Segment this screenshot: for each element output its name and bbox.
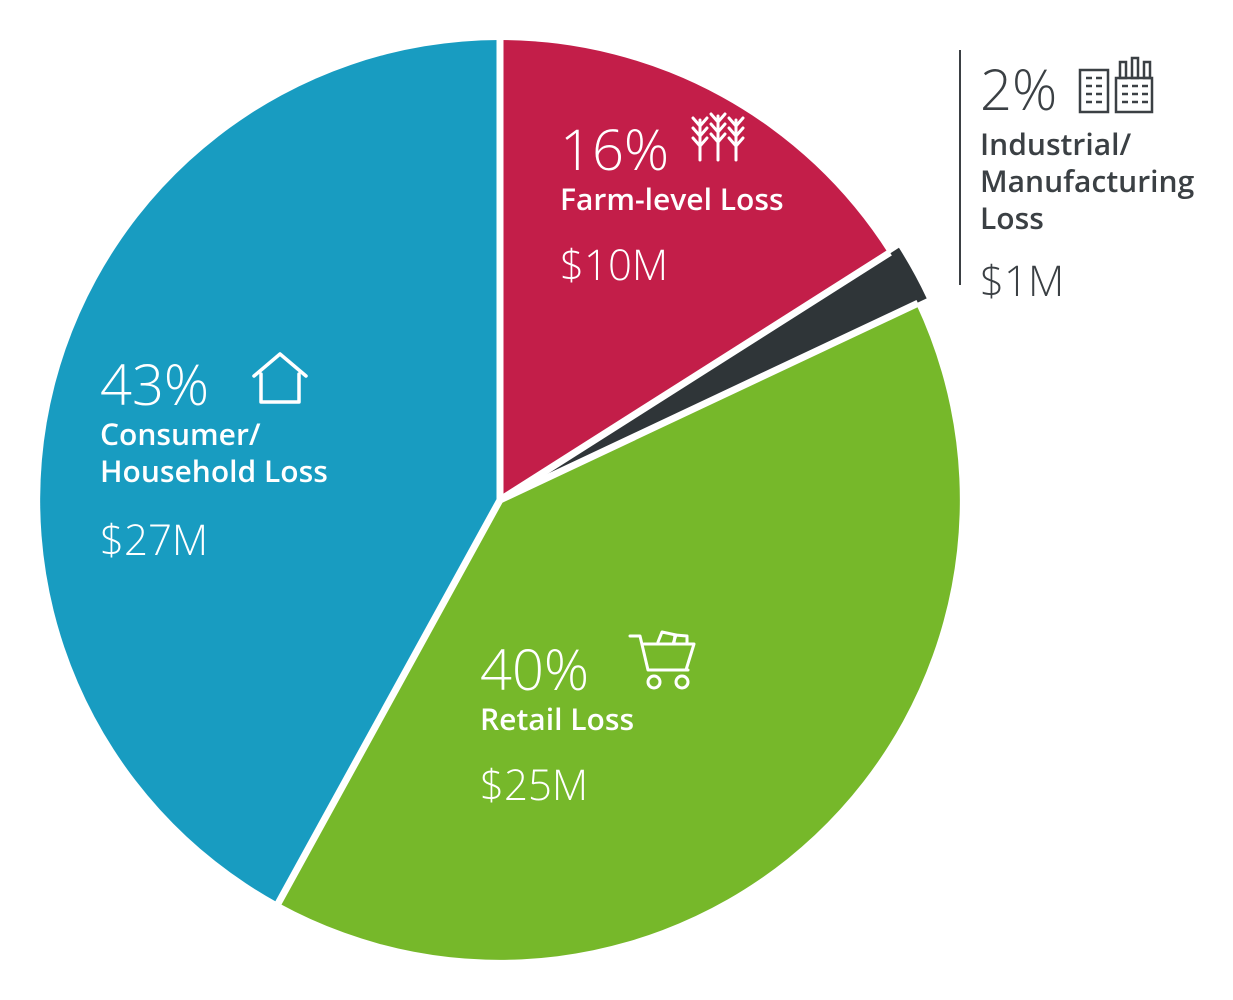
label-industrial: 2% Industrial/ Manufacturing Loss $1M xyxy=(960,50,1195,309)
pie-chart-svg: 16% Farm-level Loss $10M xyxy=(0,0,1233,1000)
factory-icon xyxy=(1080,58,1152,112)
pie-chart-container: 16% Farm-level Loss $10M xyxy=(0,0,1233,1000)
label-farm-text: Farm-level Loss xyxy=(560,178,784,219)
label-consumer-1: Consumer/ xyxy=(100,413,261,454)
label-consumer-2: Household Loss xyxy=(100,450,328,491)
percent-retail: 40% xyxy=(480,631,589,707)
amount-farm: $10M xyxy=(560,236,668,293)
label-industrial-3: Loss xyxy=(980,197,1044,238)
label-industrial-2: Manufacturing xyxy=(980,160,1195,201)
percent-industrial: 2% xyxy=(980,51,1057,127)
label-industrial-1: Industrial/ xyxy=(980,123,1131,164)
amount-industrial: $1M xyxy=(980,252,1064,309)
amount-consumer: $27M xyxy=(100,511,208,568)
percent-farm: 16% xyxy=(560,111,669,187)
percent-consumer: 43% xyxy=(100,346,209,422)
wheat-icon xyxy=(693,114,743,160)
label-retail-text: Retail Loss xyxy=(480,698,634,739)
amount-retail: $25M xyxy=(480,756,588,813)
